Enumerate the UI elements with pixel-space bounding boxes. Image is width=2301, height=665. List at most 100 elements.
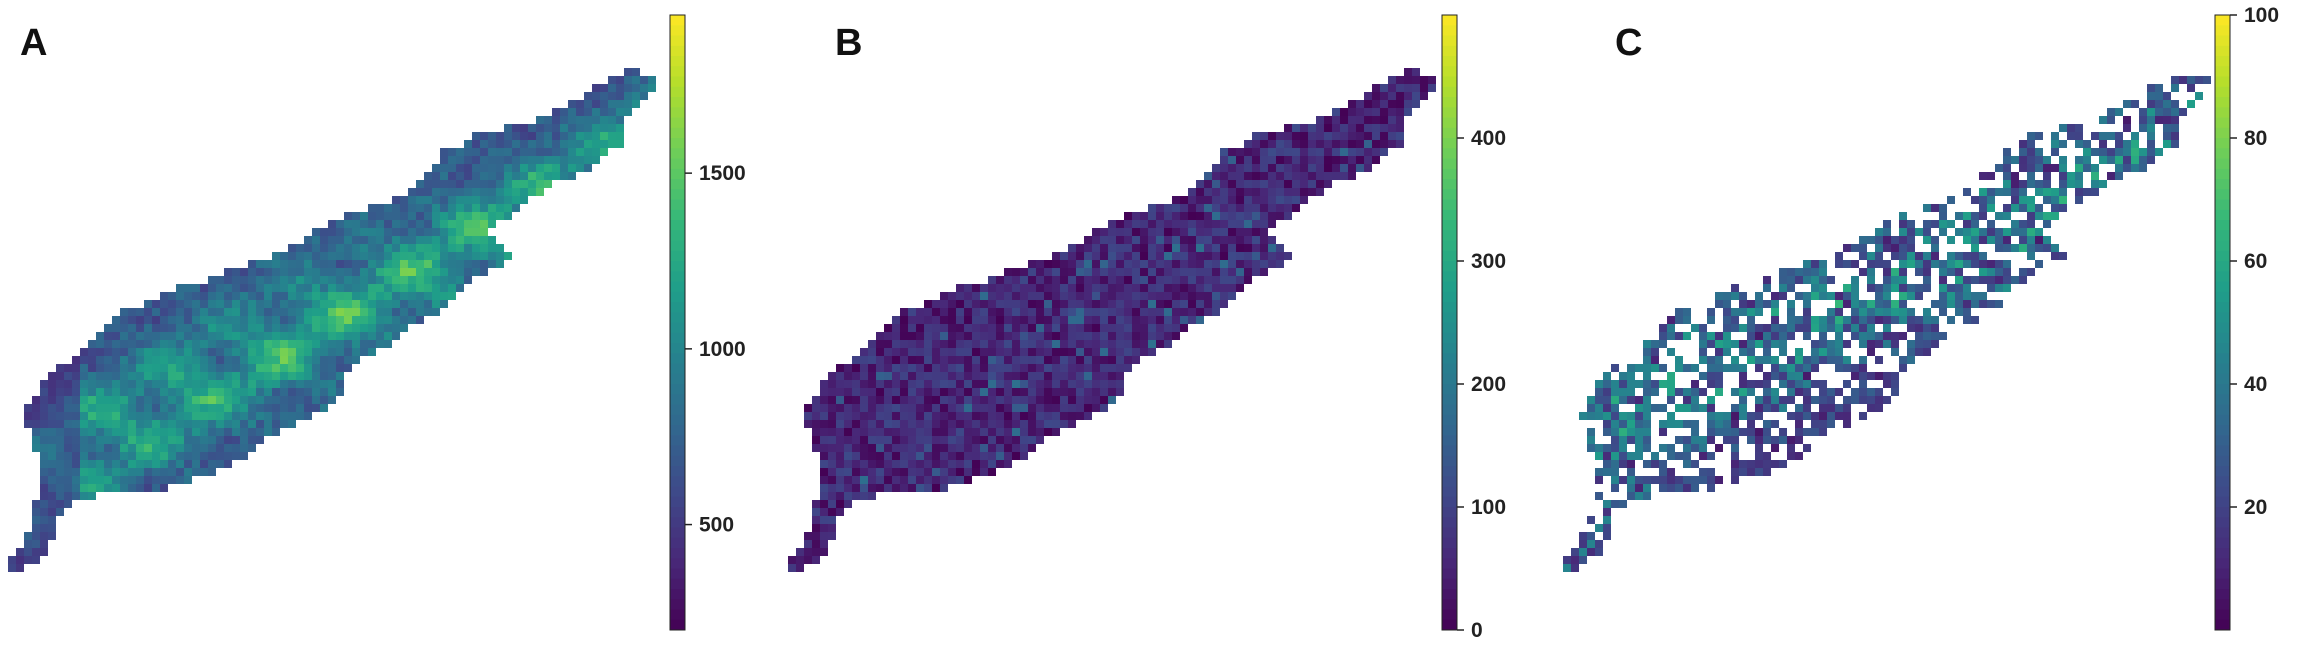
raster-cell bbox=[2019, 140, 2027, 148]
raster-cell bbox=[1044, 340, 1052, 348]
raster-cell bbox=[408, 236, 416, 244]
raster-cell bbox=[1699, 348, 1707, 356]
raster-cell bbox=[384, 324, 392, 332]
raster-cell bbox=[1875, 300, 1883, 308]
raster-cell bbox=[288, 412, 296, 420]
colorbar-segment bbox=[670, 66, 685, 77]
raster-cell bbox=[128, 412, 136, 420]
raster-cell bbox=[2147, 124, 2155, 132]
raster-cell bbox=[112, 484, 120, 492]
raster-cell bbox=[216, 348, 224, 356]
raster-cell bbox=[1020, 324, 1028, 332]
raster-cell bbox=[248, 356, 256, 364]
raster-cell bbox=[996, 452, 1004, 460]
raster-cell bbox=[16, 548, 24, 556]
raster-cell bbox=[1252, 180, 1260, 188]
raster-cell bbox=[264, 356, 272, 364]
raster-cell bbox=[1947, 236, 1955, 244]
raster-cell bbox=[1116, 292, 1124, 300]
raster-cell bbox=[1092, 372, 1100, 380]
raster-cell bbox=[432, 260, 440, 268]
colorbar-segment bbox=[1442, 261, 1457, 272]
raster-cell bbox=[1923, 332, 1931, 340]
raster-cell bbox=[2035, 244, 2043, 252]
raster-cell bbox=[892, 444, 900, 452]
raster-cell bbox=[1603, 412, 1611, 420]
raster-cell bbox=[400, 316, 408, 324]
raster-cell bbox=[836, 452, 844, 460]
raster-cell bbox=[1004, 300, 1012, 308]
raster-cell bbox=[56, 468, 64, 476]
raster-cell bbox=[1739, 348, 1747, 356]
raster-cell bbox=[1659, 364, 1667, 372]
raster-cell bbox=[1843, 412, 1851, 420]
raster-cell bbox=[812, 548, 820, 556]
raster-cell bbox=[2099, 140, 2107, 148]
raster-cell bbox=[552, 124, 560, 132]
raster-cell bbox=[1084, 396, 1092, 404]
raster-cell bbox=[1851, 388, 1859, 396]
raster-cell bbox=[1004, 276, 1012, 284]
raster-cell bbox=[1859, 396, 1867, 404]
raster-cell bbox=[208, 284, 216, 292]
raster-cell bbox=[1707, 476, 1715, 484]
colorbar-tick-label: 100 bbox=[1471, 496, 1506, 519]
raster-cell bbox=[1244, 268, 1252, 276]
raster-cell bbox=[1883, 260, 1891, 268]
raster-cell bbox=[144, 356, 152, 364]
raster-cell bbox=[812, 436, 820, 444]
raster-cell bbox=[1875, 260, 1883, 268]
raster-cell bbox=[1332, 116, 1340, 124]
raster-cell bbox=[312, 260, 320, 268]
raster-cell bbox=[152, 476, 160, 484]
raster-cell bbox=[1252, 156, 1260, 164]
raster-cell bbox=[240, 268, 248, 276]
raster-cell bbox=[104, 460, 112, 468]
raster-cell bbox=[224, 428, 232, 436]
raster-cell bbox=[956, 284, 964, 292]
raster-cell bbox=[1060, 276, 1068, 284]
raster-cell bbox=[400, 292, 408, 300]
raster-cell bbox=[1300, 164, 1308, 172]
raster-cell bbox=[136, 436, 144, 444]
raster-cell bbox=[1619, 428, 1627, 436]
raster-cell bbox=[1955, 228, 1963, 236]
raster-cell bbox=[980, 388, 988, 396]
raster-cell bbox=[1747, 388, 1755, 396]
raster-cell bbox=[296, 284, 304, 292]
colorbar-segment bbox=[2215, 302, 2230, 313]
raster-cell bbox=[1028, 332, 1036, 340]
raster-cell bbox=[1795, 404, 1803, 412]
raster-cell bbox=[192, 468, 200, 476]
raster-cell bbox=[536, 132, 544, 140]
raster-cell bbox=[1252, 140, 1260, 148]
raster-cell bbox=[1819, 340, 1827, 348]
raster-cell bbox=[1731, 340, 1739, 348]
raster-cell bbox=[40, 452, 48, 460]
raster-cell bbox=[1052, 300, 1060, 308]
raster-cell bbox=[1779, 348, 1787, 356]
colorbar-segment bbox=[2215, 476, 2230, 487]
raster-cell bbox=[1036, 324, 1044, 332]
raster-cell bbox=[1691, 396, 1699, 404]
raster-cell bbox=[1755, 460, 1763, 468]
raster-cell bbox=[2027, 156, 2035, 164]
raster-cell bbox=[1707, 420, 1715, 428]
raster-cell bbox=[876, 444, 884, 452]
raster-cell bbox=[1899, 244, 1907, 252]
raster-cell bbox=[88, 484, 96, 492]
raster-cell bbox=[1851, 396, 1859, 404]
raster-cell bbox=[1052, 348, 1060, 356]
raster-cell bbox=[940, 460, 948, 468]
raster-cell bbox=[1827, 420, 1835, 428]
raster-cell bbox=[1803, 372, 1811, 380]
raster-cell bbox=[440, 180, 448, 188]
raster-cell bbox=[272, 332, 280, 340]
raster-cell bbox=[820, 516, 828, 524]
colorbar-segment bbox=[2215, 599, 2230, 610]
colorbar-segment bbox=[2215, 486, 2230, 498]
raster-cell bbox=[488, 252, 496, 260]
raster-cell bbox=[940, 444, 948, 452]
raster-cell bbox=[352, 348, 360, 356]
raster-cell bbox=[812, 508, 820, 516]
